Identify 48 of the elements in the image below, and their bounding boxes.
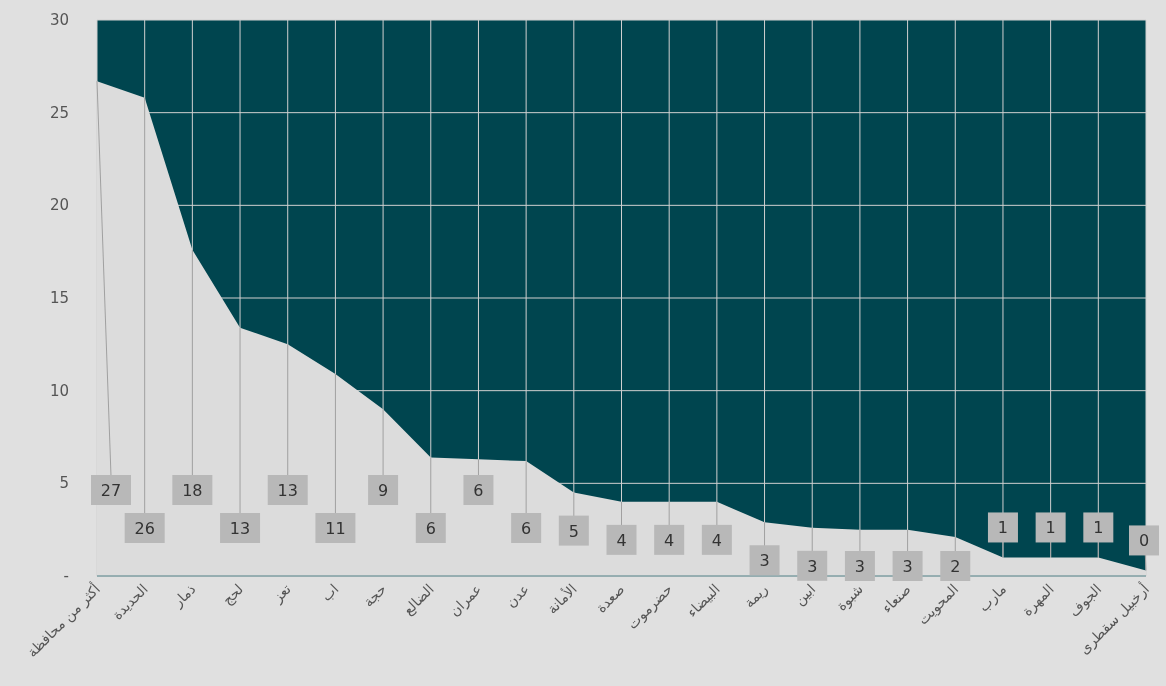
x-tick-label: ابين [791, 580, 820, 609]
data-label: 13 [277, 481, 298, 500]
data-label: 13 [229, 519, 251, 538]
x-tick-label: المحويت [914, 580, 963, 629]
data-label: 3 [902, 557, 913, 576]
data-label: 0 [1138, 531, 1150, 551]
data-label: 27 [100, 481, 122, 500]
data-label: 9 [378, 481, 389, 500]
y-tick-label: 10 [49, 381, 69, 400]
data-label: 26 [134, 519, 155, 538]
data-label: 3 [807, 556, 818, 576]
data-label: 2 [950, 557, 961, 576]
data-label: 11 [325, 519, 346, 538]
x-tick-label: الجوف [1065, 580, 1106, 621]
data-label: 6 [521, 519, 532, 538]
data-label: 4 [664, 530, 675, 550]
x-tick-label: البيضاء [683, 580, 723, 621]
x-tick-label: لحج [219, 580, 247, 609]
x-tick-label: تعز [268, 580, 295, 607]
x-tick-label: ذمار [168, 580, 200, 612]
data-label: 6 [425, 519, 436, 538]
x-tick-label: شبوة [833, 580, 867, 615]
x-tick-label: عمران [446, 580, 486, 620]
data-label: 1 [1045, 518, 1056, 538]
data-label: 4 [711, 530, 722, 550]
data-label: 6 [473, 481, 484, 500]
x-tick-label: اب [318, 580, 342, 605]
x-tick-label: الضالع [399, 580, 438, 619]
data-label: 18 [182, 481, 203, 500]
x-tick-label: الحديدة [109, 580, 151, 623]
x-tick-label: المهرة [1018, 580, 1058, 620]
data-label: 4 [616, 530, 627, 550]
x-tick-label: عدن [502, 580, 533, 611]
y-tick-label: 25 [49, 103, 69, 122]
y-tick-label: 15 [49, 289, 69, 307]
x-tick-label: الأمانة [543, 580, 580, 617]
x-tick-label: صنعاء [878, 580, 914, 616]
y-tick-label: 20 [49, 196, 69, 215]
data-label: 3 [854, 557, 865, 576]
x-tick-label: مارب [975, 580, 1010, 616]
data-label: 5 [568, 521, 579, 541]
x-tick-label: ريمة [740, 580, 772, 612]
data-label: 1 [1093, 518, 1104, 538]
y-tick-label: 30 [49, 11, 69, 29]
data-label: 1 [997, 518, 1009, 538]
data-label: 3 [759, 551, 770, 571]
y-tick-label: 5 [59, 474, 69, 493]
x-tick-label: حجة [360, 580, 390, 610]
